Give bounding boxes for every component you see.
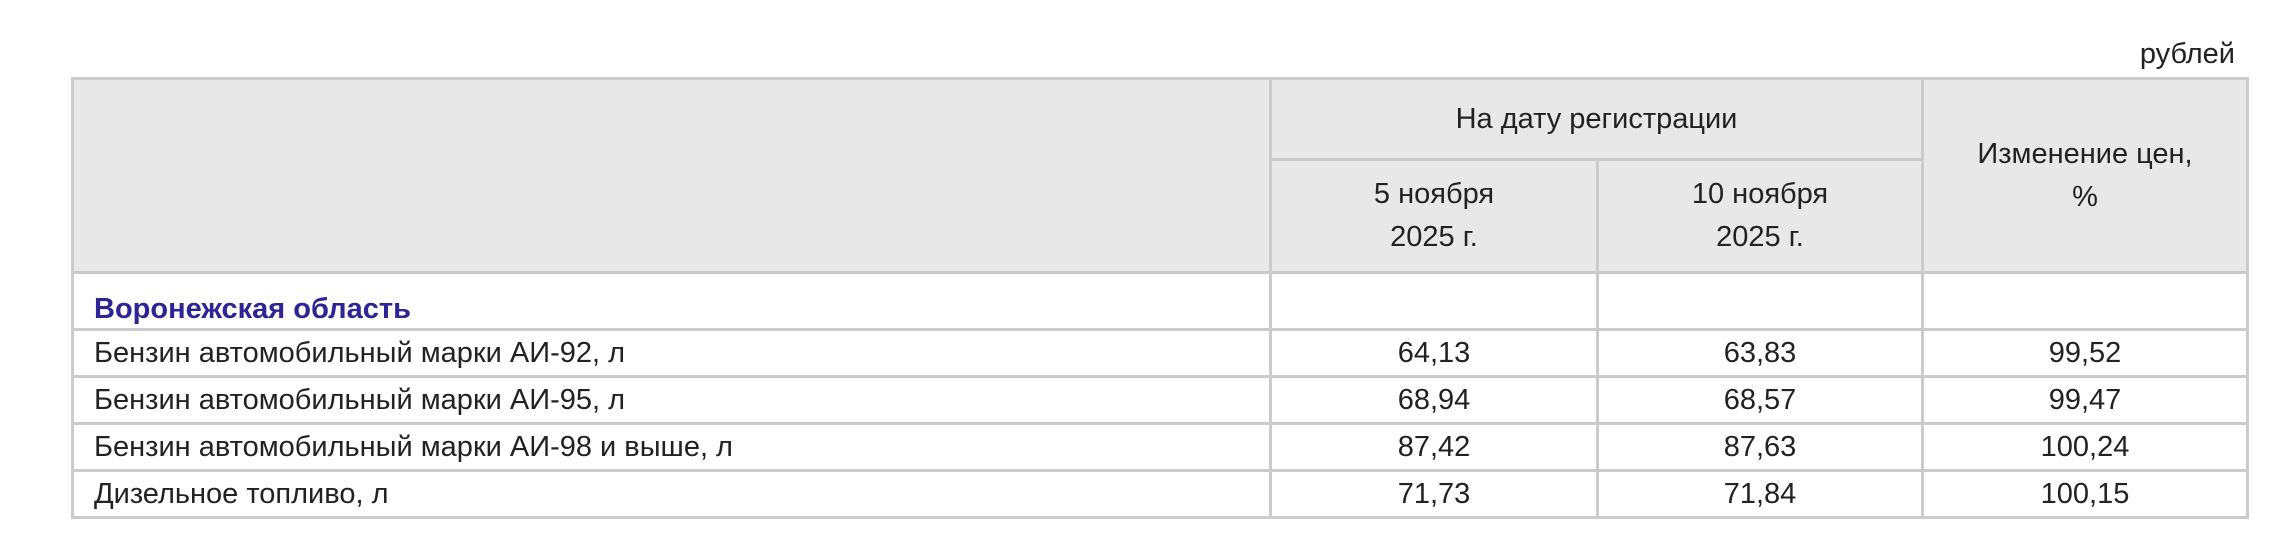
header-empty-cell [71, 77, 1272, 274]
header-date-2: 10 ноября 2025 г. [1596, 158, 1924, 274]
header-price-change: Изменение цен,% [1921, 77, 2249, 274]
table-row: Бензин автомобильный марки АИ-92, л 64,13… [71, 328, 2249, 378]
price-date-2: 87,63 [1596, 422, 1924, 472]
header-row-2: 5 ноября 2025 г. 10 ноября 2025 г. [73, 158, 2248, 274]
price-change: 99,52 [1921, 328, 2249, 378]
region-row: Воронежская область [71, 271, 2249, 331]
header-row-1: На дату регистрации Изменение цен,% [71, 77, 2249, 274]
table-row: Бензин автомобильный марки АИ-98 и выше,… [71, 422, 2249, 472]
product-name: Бензин автомобильный марки АИ-98 и выше,… [71, 422, 1272, 472]
product-name: Бензин автомобильный марки АИ-95, л [71, 375, 1272, 425]
region-name: Воронежская область [71, 271, 1272, 331]
price-change: 100,24 [1921, 422, 2249, 472]
price-date-2: 68,57 [1596, 375, 1924, 425]
unit-label: рублей [2139, 38, 2235, 70]
price-date-2: 71,84 [1596, 469, 1924, 519]
price-date-1: 68,94 [1269, 375, 1599, 425]
product-name: Дизельное топливо, л [71, 469, 1272, 519]
price-date-1: 64,13 [1269, 328, 1599, 378]
fuel-price-table: На дату регистрации Изменение цен,% 5 но… [71, 77, 2249, 519]
price-date-1: 87,42 [1269, 422, 1599, 472]
product-name: Бензин автомобильный марки АИ-92, л [71, 328, 1272, 378]
price-change: 100,15 [1921, 469, 2249, 519]
price-change: 99,47 [1921, 375, 2249, 425]
price-date-2: 63,83 [1596, 328, 1924, 378]
table-row: Бензин автомобильный марки АИ-95, л 68,94… [71, 375, 2249, 425]
header-date-1: 5 ноября 2025 г. [1269, 158, 1599, 274]
table-row: Дизельное топливо, л 71,73 71,84 100,15 [71, 469, 2249, 519]
header-registration-date: На дату регистрации [1269, 77, 1924, 161]
price-date-1: 71,73 [1269, 469, 1599, 519]
